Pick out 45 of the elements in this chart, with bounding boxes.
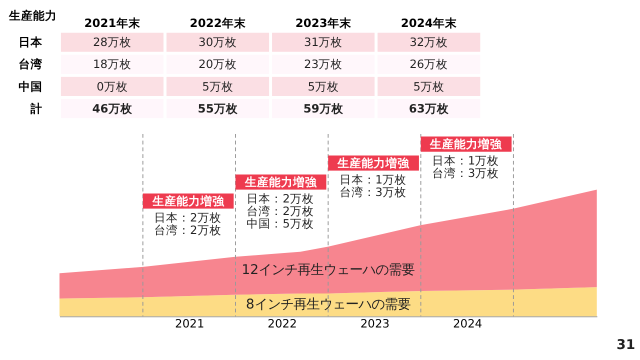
text: 生産能力増強: [336, 156, 411, 170]
y-tick-label: 日本: [18, 35, 44, 50]
data-label: 31万枚: [304, 35, 343, 50]
data-label: 59万枚: [303, 101, 344, 116]
y-tick-label: 計: [30, 101, 43, 116]
x-tick-label: 2021年末: [84, 16, 142, 30]
data-label: 5万枚: [202, 79, 234, 94]
data-label: 30万枚: [198, 35, 238, 50]
x-tick-label: 2022: [268, 316, 297, 330]
data-label: 20万枚: [198, 57, 238, 72]
text: 生産能力増強: [429, 136, 504, 151]
data-label: 0万枚: [96, 79, 128, 94]
annotation: 台湾：2万枚: [154, 223, 222, 238]
annotation: 台湾：3万枚: [339, 185, 407, 200]
annotation: 日本：2万枚: [154, 210, 222, 224]
x-tick-label: 2021: [175, 316, 204, 330]
data-label: 32万枚: [410, 35, 448, 50]
x-tick-label: 2023: [360, 316, 390, 330]
data-label: 23万枚: [304, 57, 343, 72]
text: 日本：1万枚: [432, 153, 500, 168]
data-label: 46万枚: [92, 101, 134, 116]
data-label: 18万枚: [92, 57, 132, 72]
y-tick-label: 中国: [18, 79, 43, 94]
y-tick-label: 台湾: [18, 57, 43, 72]
text: 生産能力増強: [244, 174, 318, 189]
data-label: 5万枚: [413, 79, 445, 94]
data-label: 63万枚: [408, 101, 450, 116]
text: 台湾：3万枚: [432, 166, 500, 180]
data-label: 55万枚: [198, 101, 239, 116]
series-label: 8インチ再生ウェーハの需要: [246, 298, 410, 313]
annotation: 台湾：2万枚: [246, 204, 314, 218]
series-label: 12インチ再生ウェーハの需要: [242, 262, 415, 278]
data-label: 26万枚: [410, 57, 448, 72]
text: 31: [616, 338, 636, 353]
x-tick-label: 2024年末: [400, 16, 458, 30]
data-label: 5万枚: [308, 79, 340, 94]
annotation: 生産能力増強: [151, 194, 226, 208]
data-label: 28万枚: [92, 35, 132, 50]
annotation: 日本：2万枚: [246, 191, 314, 206]
y-axis-title: 生産能力: [8, 8, 58, 22]
x-tick-label: 2024: [452, 316, 482, 330]
text: 日本：1万枚: [339, 172, 407, 186]
x-tick-label: 2023年末: [295, 16, 352, 30]
x-tick-label: 2022年末: [190, 16, 247, 30]
annotation: 中国：5万枚: [246, 216, 314, 231]
